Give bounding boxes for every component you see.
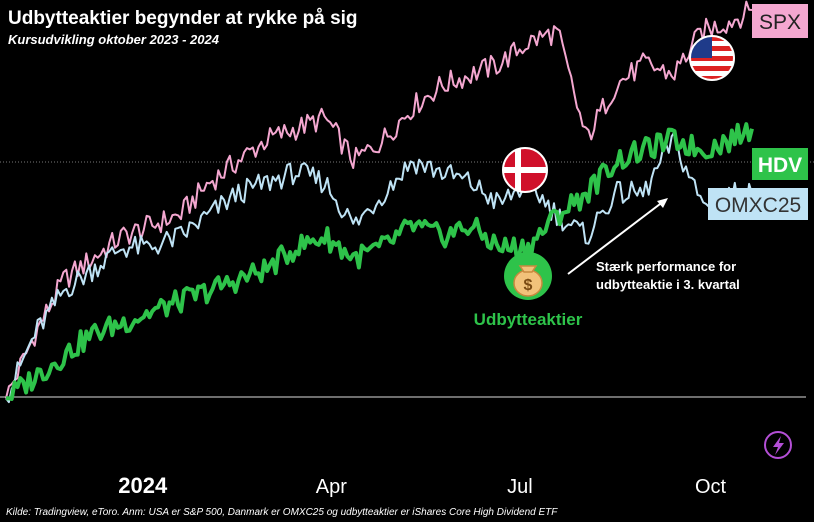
source-note: Kilde: Tradingview, eToro. Anm: USA er S… <box>6 507 558 518</box>
dollar-sign: $ <box>524 277 533 294</box>
x-tick-label: Apr <box>316 476 347 498</box>
annotation-text-line1: Stærk performance for <box>596 259 736 274</box>
x-tick-label: Jul <box>507 476 533 498</box>
danish-flag-border <box>502 147 548 193</box>
series-line-spx <box>5 0 753 399</box>
danish-flag-icon <box>503 148 547 192</box>
chart-subtitle: Kursudvikling oktober 2023 - 2024 <box>8 32 219 47</box>
annotation-text-line2: udbytteaktie i 3. kvartal <box>596 277 740 292</box>
money-bag-neck <box>518 265 538 273</box>
lightning-icon <box>764 431 792 459</box>
series-line-omxc25 <box>5 131 753 404</box>
lightning-bolt <box>773 436 784 455</box>
us-flag-stripes <box>690 36 734 80</box>
annotation-arrowhead <box>657 198 668 208</box>
us-flag-border <box>689 35 735 81</box>
legend-label-omxc25: OMXC25 <box>715 194 801 217</box>
series-line-hdv <box>5 122 754 401</box>
dividend-label: Udbytteaktier <box>474 310 583 329</box>
legend-tag-hdv <box>752 148 808 180</box>
legend-tag-spx <box>752 4 808 38</box>
annotation-arrow <box>567 200 665 275</box>
legend-label-spx: SPX <box>759 11 801 34</box>
x-tick-label: Oct <box>695 476 727 498</box>
legend-tag-omxc25 <box>708 188 808 220</box>
legend-label-hdv: HDV <box>758 154 802 177</box>
x-tick-label: 2024 <box>118 473 168 498</box>
chart-title: Udbytteaktier begynder at rykke på sig <box>8 8 358 29</box>
